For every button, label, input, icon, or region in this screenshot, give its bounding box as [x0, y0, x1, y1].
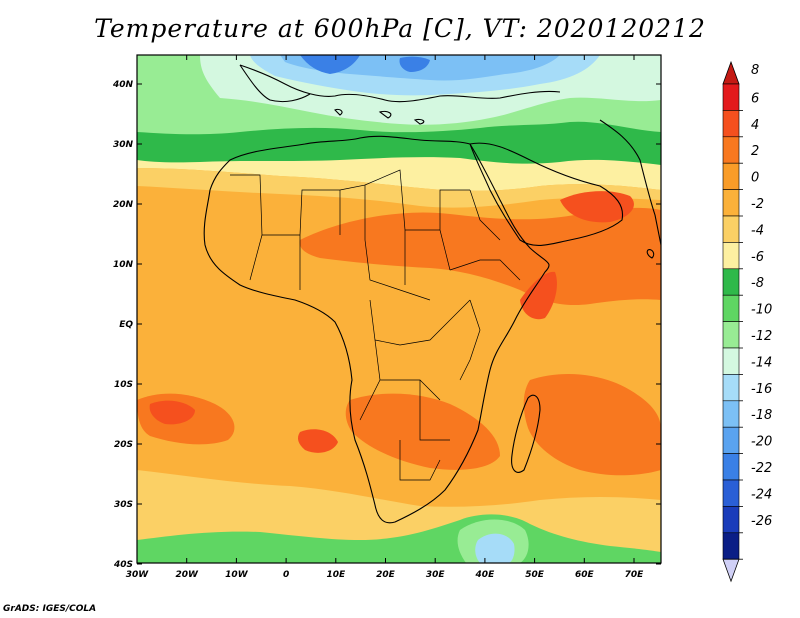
lon-label: 0: [283, 570, 289, 580]
lon-label: 40E: [475, 570, 496, 580]
colorbar-swatch: [722, 532, 740, 560]
europe-coast: [239, 64, 561, 103]
colorbar-label: 4: [751, 118, 759, 133]
lat-label: 20N: [113, 200, 134, 210]
field-hot-sahel: [299, 207, 661, 306]
colorbar-label: -16: [751, 382, 772, 397]
colorbar-swatch: [722, 110, 740, 138]
lat-label: 40S: [113, 560, 133, 570]
colorbar-swatch: [722, 479, 740, 507]
field-hotter-patch-4: [297, 429, 338, 453]
field-lightblue-south: [475, 533, 515, 563]
coastline-outline: [203, 64, 661, 524]
field-hot-south: [345, 393, 500, 470]
colorbar-swatch: [722, 506, 740, 534]
lon-label: 10W: [225, 570, 249, 580]
colorbar-swatch: [722, 189, 740, 217]
lat-label: 20S: [114, 440, 133, 450]
lon-label: 30W: [126, 570, 150, 580]
field-green-south: [137, 514, 661, 563]
longitude-axis: 30W 20W 10W 0 10E 20E 30E 40E 50E 60E 70E: [126, 55, 644, 580]
field-hotter-patch-1: [520, 271, 557, 320]
lat-label: 30S: [114, 500, 133, 510]
page-title: Temperature at 600hPa [C], VT: 202012021…: [94, 14, 706, 43]
colorbar-swatch: [722, 321, 740, 349]
colorbar: 8 6 4 2 0 -2 -4 -6 -8 -10 -12 -14 -16 -18 -20 -22 -24 -26: [722, 60, 772, 583]
colorbar-swatch: [722, 374, 740, 402]
colorbar-swatch: [722, 136, 740, 164]
lat-label: 10S: [114, 380, 133, 390]
colorbar-label: -20: [751, 435, 772, 450]
field-hotter-patch-3: [149, 400, 195, 425]
colorbar-label: -12: [751, 329, 772, 344]
colorbar-label: -2: [751, 197, 764, 212]
border-lines: [230, 169, 521, 481]
colorbar-swatch: [722, 453, 740, 481]
field-hotter-patch-2: [560, 191, 634, 223]
lon-label: 30E: [426, 570, 446, 580]
colorbar-swatch: [722, 347, 740, 375]
colorbar-label: 8: [751, 63, 759, 78]
lon-label: 60E: [575, 570, 595, 580]
madagascar-coast: [511, 394, 541, 473]
field-hot-east-ocean: [523, 374, 661, 476]
lon-label: 70E: [625, 570, 645, 580]
country-borders: [230, 169, 521, 481]
temperature-field: [137, 55, 661, 563]
colorbar-swatch: [722, 268, 740, 296]
colorbar-label: -6: [751, 250, 764, 265]
colorbar-label: -22: [751, 461, 772, 476]
arabia-coast: [469, 142, 624, 246]
lon-label: 20E: [376, 570, 396, 580]
lon-label: 20W: [175, 570, 199, 580]
colorbar-label: -14: [751, 355, 772, 370]
lon-label: 50E: [525, 570, 545, 580]
lon-label: 10E: [326, 570, 346, 580]
lat-label: EQ: [119, 320, 133, 330]
colorbar-swatch: [722, 242, 740, 270]
colorbar-swatch: [722, 400, 740, 428]
grads-credit: GrADS: IGES/COLA: [3, 604, 97, 614]
colorbar-label: -10: [751, 303, 772, 318]
colorbar-label: 0: [751, 171, 759, 186]
latitude-axis: 40N 30N 20N 10N EQ 10S 20S 30S 40S: [112, 80, 661, 570]
lat-label: 40N: [112, 80, 134, 90]
colorbar-swatch: [722, 83, 740, 111]
sri-lanka-coast: [646, 249, 655, 259]
colorbar-bottom-arrow: [722, 558, 740, 583]
colorbar-label: 2: [751, 144, 759, 159]
colorbar-swatch: [722, 215, 740, 243]
colorbar-top-arrow: [722, 60, 740, 85]
colorbar-swatch: [722, 294, 740, 322]
lat-label: 30N: [113, 140, 134, 150]
iberia-coast: [239, 64, 311, 103]
lat-label: 10N: [113, 260, 134, 270]
field-deepblue-patch: [300, 55, 430, 74]
asia-coast: [599, 119, 661, 246]
colorbar-label: 6: [751, 91, 759, 106]
colorbar-swatch: [722, 162, 740, 190]
colorbar-label: -26: [751, 514, 772, 529]
colorbar-label: -8: [751, 276, 764, 291]
colorbar-label: -24: [751, 487, 772, 502]
mediterranean-islands: [334, 108, 425, 125]
map-frame: [136, 54, 662, 564]
colorbar-label: -18: [751, 408, 772, 423]
field-mild-north: [137, 168, 661, 208]
colorbar-label: -4: [751, 223, 764, 238]
africa-coast: [203, 135, 550, 524]
colorbar-swatch: [722, 426, 740, 454]
